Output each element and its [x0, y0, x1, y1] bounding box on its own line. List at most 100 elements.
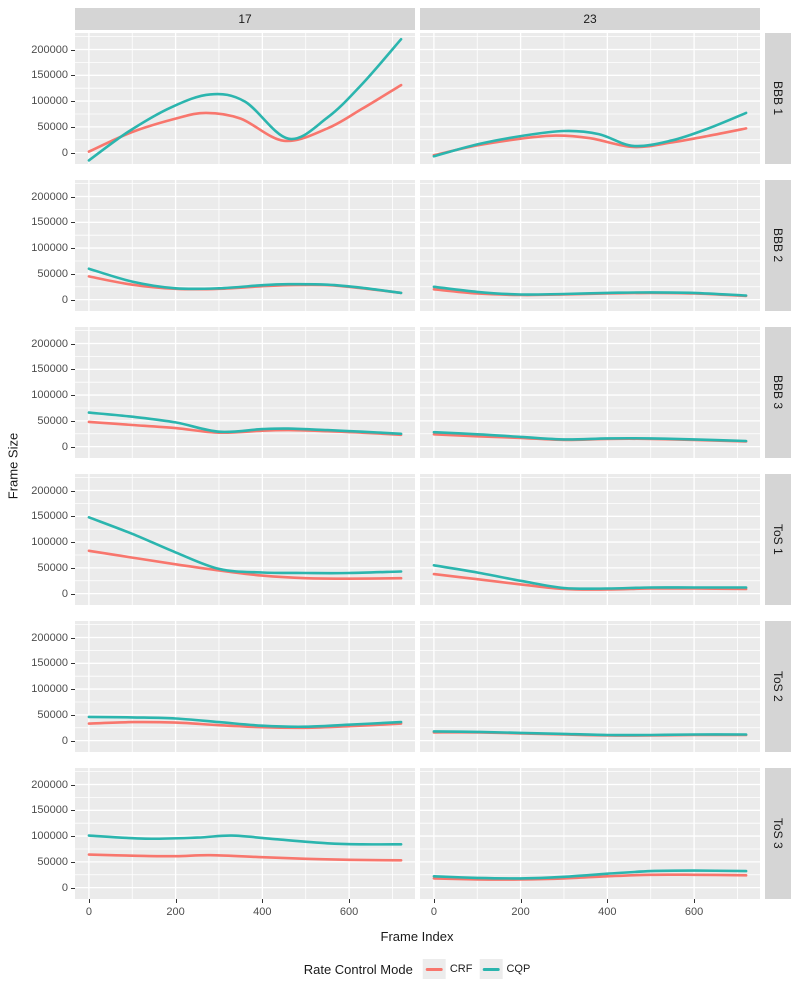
x-tick-mark — [433, 899, 435, 903]
facet-row-label: BBB 3 — [771, 375, 785, 410]
facet-row-strip-bbb-1: BBB 1 — [765, 33, 791, 164]
cqp-line — [87, 516, 403, 575]
y-tick-label: 0 — [61, 146, 68, 159]
crf-line — [87, 853, 403, 862]
panel-background — [420, 180, 760, 311]
y-tick-mark — [71, 126, 75, 128]
crf-line-swatch — [422, 959, 446, 979]
y-tick-mark — [71, 420, 75, 422]
y-tick-mark — [71, 714, 75, 716]
cqp-line — [87, 834, 403, 846]
panel-background — [75, 180, 415, 311]
y-tick-mark — [71, 101, 75, 103]
legend-key-crf: CRF — [422, 959, 473, 979]
y-tick-label: 150000 — [31, 69, 68, 82]
panel-bbb-2-23 — [420, 180, 760, 311]
panel-tos-2-17 — [75, 621, 415, 752]
panel-background — [420, 474, 760, 605]
crf-line — [432, 127, 748, 157]
x-tick-mark — [349, 899, 351, 903]
y-tick-label: 100000 — [31, 683, 68, 696]
y-tick-mark — [71, 299, 75, 301]
cqp-line — [87, 37, 403, 162]
cqp-line — [432, 730, 748, 737]
x-tick-mark — [520, 899, 522, 903]
y-tick-label: 50000 — [37, 120, 68, 133]
x-tick-mark — [262, 899, 264, 903]
facet-row-label: BBB 1 — [771, 81, 785, 116]
x-tick-label: 600 — [339, 906, 359, 918]
panel-bbb-3-17 — [75, 327, 415, 458]
cqp-line — [87, 267, 403, 295]
panel-tos-1-17 — [75, 474, 415, 605]
cqp-line — [432, 430, 748, 443]
facet-row-strip-bbb-2: BBB 2 — [765, 180, 791, 311]
facet-col-strip-23: 23 — [420, 8, 760, 30]
y-tick-label: 200000 — [31, 337, 68, 350]
y-tick-label: 0 — [61, 440, 68, 453]
facet-row-label: ToS 2 — [771, 671, 785, 702]
panel-tos-3-23 — [420, 768, 760, 899]
crf-line — [432, 873, 748, 881]
cqp-line — [87, 715, 403, 729]
y-tick-mark — [71, 273, 75, 275]
panel-background — [420, 33, 760, 164]
y-tick-label: 0 — [61, 881, 68, 894]
cqp-line — [432, 564, 748, 591]
x-tick-label: 0 — [85, 906, 92, 918]
panel-tos-2-23 — [420, 621, 760, 752]
y-tick-label: 0 — [61, 734, 68, 747]
crf-line — [87, 549, 403, 580]
cqp-line — [432, 869, 748, 880]
legend-title: Rate Control Mode — [303, 961, 413, 977]
legend-key-cqp: CQP — [479, 959, 530, 979]
facet-row-label: BBB 2 — [771, 228, 785, 263]
y-tick-label: 100000 — [31, 830, 68, 843]
y-tick-mark — [71, 567, 75, 569]
panel-tos-3-17 — [75, 768, 415, 899]
facet-row-label: ToS 1 — [771, 524, 785, 555]
y-tick-mark — [71, 446, 75, 448]
y-tick-mark — [71, 887, 75, 889]
y-tick-mark — [71, 343, 75, 345]
crf-line — [87, 83, 403, 153]
y-tick-label: 200000 — [31, 43, 68, 56]
facet-row-strip-bbb-3: BBB 3 — [765, 327, 791, 458]
cqp-line — [432, 285, 748, 297]
panel-background — [420, 621, 760, 752]
x-tick-label: 200 — [511, 906, 530, 918]
y-tick-label: 150000 — [31, 657, 68, 670]
y-tick-mark — [71, 542, 75, 544]
x-tick-label: 200 — [166, 906, 185, 918]
y-tick-label: 50000 — [37, 414, 68, 427]
panel-bbb-2-17 — [75, 180, 415, 311]
y-tick-mark — [71, 222, 75, 224]
y-tick-label: 50000 — [37, 561, 68, 574]
y-tick-label: 150000 — [31, 363, 68, 376]
legend-label-crf: CRF — [449, 963, 473, 975]
panel-background — [75, 327, 415, 458]
y-tick-label: 100000 — [31, 242, 68, 255]
x-tick-label: 0 — [430, 906, 437, 918]
y-tick-label: 200000 — [31, 190, 68, 203]
panel-background — [75, 621, 415, 752]
x-tick-label: 400 — [253, 906, 272, 918]
x-axis-title: Frame Index — [380, 929, 454, 944]
panel-bbb-3-23 — [420, 327, 760, 458]
y-tick-mark — [71, 593, 75, 595]
y-tick-mark — [71, 836, 75, 838]
x-tick-mark — [607, 899, 609, 903]
x-tick-mark — [175, 899, 177, 903]
facet-row-strip-tos-1: ToS 1 — [765, 474, 791, 605]
x-tick-mark — [88, 899, 90, 903]
y-tick-mark — [71, 637, 75, 639]
cqp-line-swatch — [479, 959, 503, 979]
y-tick-mark — [71, 49, 75, 51]
y-tick-label: 50000 — [37, 855, 68, 868]
y-tick-mark — [71, 248, 75, 250]
y-tick-mark — [71, 516, 75, 518]
y-tick-label: 0 — [61, 293, 68, 306]
x-tick-label: 400 — [598, 906, 617, 918]
panel-tos-1-23 — [420, 474, 760, 605]
y-tick-label: 50000 — [37, 708, 68, 721]
